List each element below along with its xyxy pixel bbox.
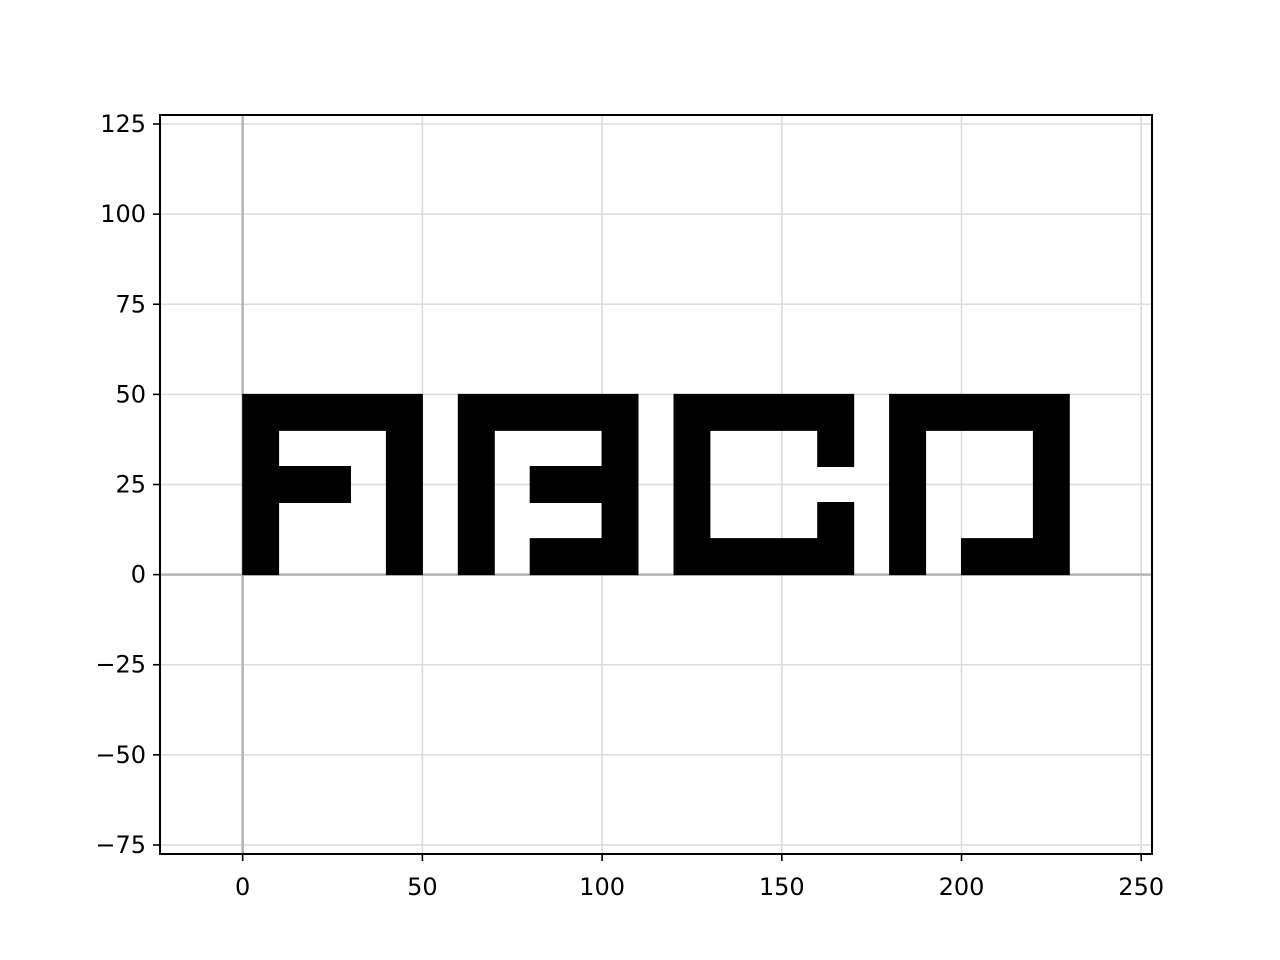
x-tick-label-3: 150 bbox=[759, 873, 805, 901]
letter-shapes bbox=[242, 393, 1070, 576]
y-tick-label-4: 25 bbox=[115, 471, 146, 499]
y-tick-label-1: −50 bbox=[95, 741, 146, 769]
y-tick-label-7: 100 bbox=[100, 200, 146, 228]
x-tick-label-2: 100 bbox=[579, 873, 625, 901]
x-tick-label-4: 200 bbox=[939, 873, 985, 901]
y-tick-label-6: 75 bbox=[115, 290, 146, 318]
letter-a bbox=[242, 393, 423, 576]
letter-c bbox=[673, 393, 855, 576]
x-tick-label-0: 0 bbox=[235, 873, 250, 901]
y-tick-label-2: −25 bbox=[95, 651, 146, 679]
ticks: 0 50 100 150 200 250 −75 −50 −25 0 25 50 75 100 125 bbox=[95, 110, 1164, 901]
letter-b bbox=[457, 393, 639, 576]
y-tick-label-8: 125 bbox=[100, 110, 146, 138]
y-tick-label-0: −75 bbox=[95, 831, 146, 859]
x-tick-label-1: 50 bbox=[407, 873, 438, 901]
y-tick-label-3: 0 bbox=[131, 561, 146, 589]
x-tick-label-5: 250 bbox=[1118, 873, 1164, 901]
letter-d bbox=[889, 393, 1070, 576]
y-tick-label-5: 50 bbox=[115, 380, 146, 408]
